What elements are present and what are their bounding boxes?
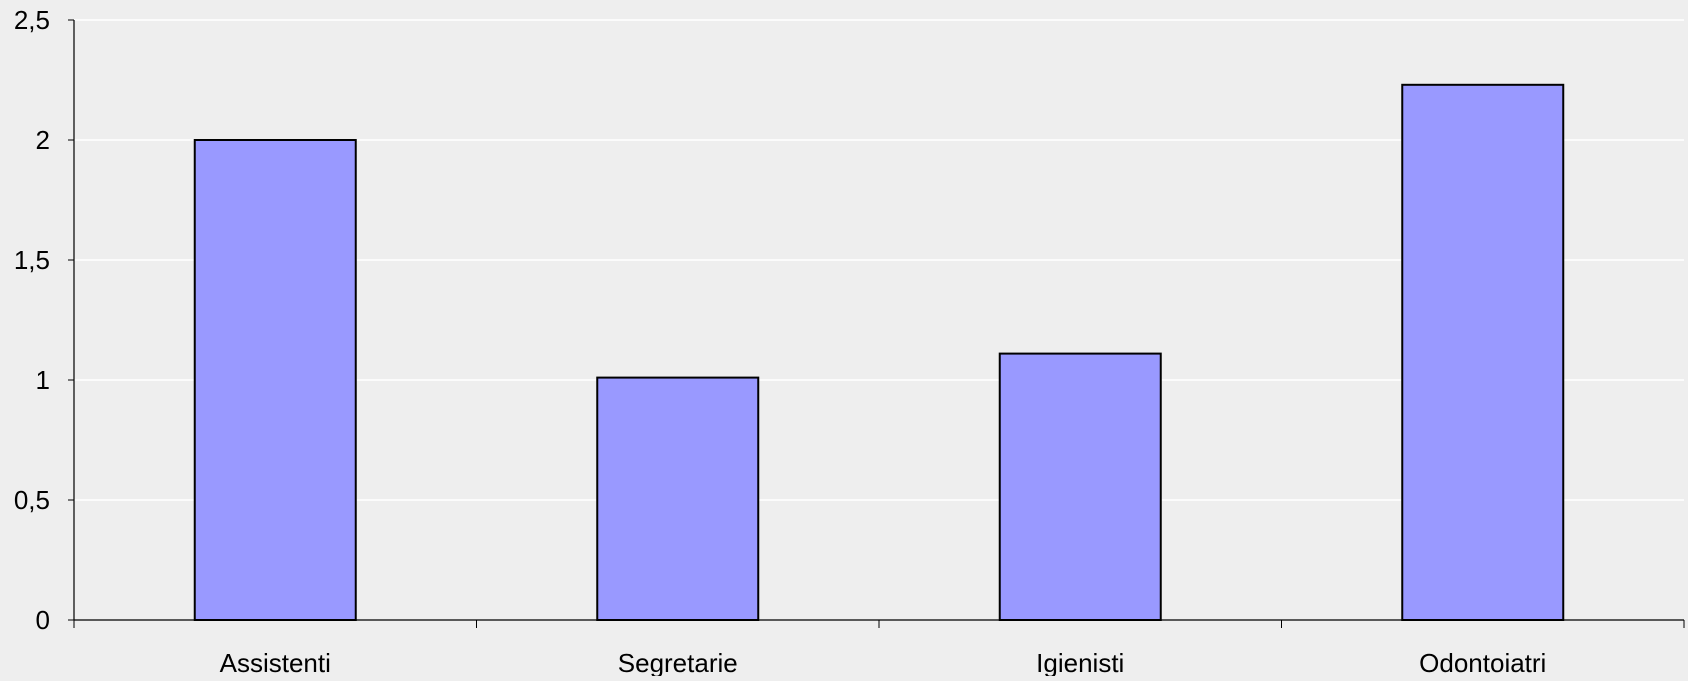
y-tick-label: 0,5 xyxy=(14,485,50,515)
bar-assistenti xyxy=(193,139,357,621)
x-tick-label: Igienisti xyxy=(1036,648,1124,676)
x-tick-label: Assistenti xyxy=(220,648,331,676)
y-tick-label: 2,5 xyxy=(14,5,50,35)
bar-igienisti xyxy=(998,352,1162,621)
bar-odontoiatri xyxy=(1401,83,1565,622)
axes xyxy=(68,19,1685,628)
x-tick-labels: Assistenti Segretarie Igienisti Odontoiatri xyxy=(220,648,1547,678)
y-tick-label: 0 xyxy=(36,605,50,635)
y-tick-label: 1,5 xyxy=(14,245,50,275)
bar-segretarie xyxy=(596,376,760,621)
bars xyxy=(193,83,1565,622)
y-tick-label: 1 xyxy=(36,365,50,395)
x-tick-label: Odontoiatri xyxy=(1419,648,1546,676)
y-tick-labels: 0 0,5 1 1,5 2 2,5 xyxy=(14,5,50,635)
x-tick-label: Segretarie xyxy=(618,648,738,676)
y-tick-label: 2 xyxy=(36,125,50,155)
